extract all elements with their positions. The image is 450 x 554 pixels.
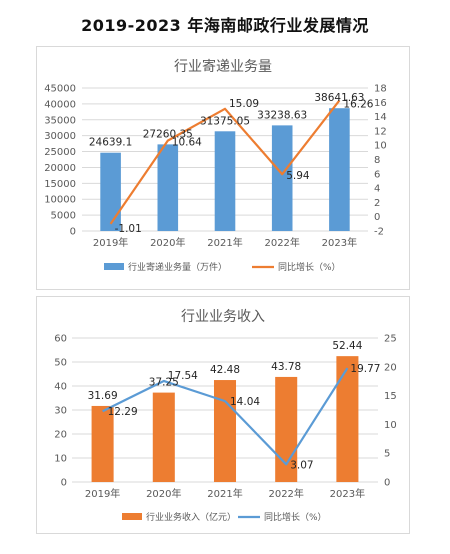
chart2-line-label: 14.04: [230, 396, 260, 408]
chart2-y-right-tick: 25: [384, 334, 397, 345]
chart1-x-tick: 2022年: [264, 236, 299, 249]
chart2-bar-label: 42.48: [210, 364, 240, 376]
chart1-line-label: 15.09: [229, 98, 259, 110]
chart2-title: 行业业务收入: [181, 309, 265, 325]
chart1-y-left-tick: 20000: [44, 163, 76, 174]
chart1-x-tick: 2021年: [207, 236, 242, 249]
chart1-x-tick: 2020年: [150, 236, 185, 249]
chart1-y-right-tick: 8: [374, 155, 380, 166]
chart1-y-right-tick: 18: [374, 84, 387, 95]
chart2-bar: [91, 405, 114, 482]
chart2-line-label: 12.29: [108, 406, 138, 418]
chart2-series-line: [102, 367, 349, 466]
chart2-legend-line-label: 同比增长（%）: [264, 511, 327, 523]
chart2-y-right-tick: 20: [384, 362, 397, 373]
chart1-series-line: [109, 99, 341, 225]
chart1-y-right-tick: 2: [374, 198, 380, 209]
chart2-y-left-tick: 60: [54, 334, 67, 345]
chart1-bar-label: 38641.63: [314, 92, 364, 104]
chart1-y-right-tick: 6: [374, 169, 380, 180]
chart2-bar: [336, 356, 359, 482]
chart1-y-left-tick: 0: [70, 227, 76, 238]
chart1-bar: [157, 144, 179, 231]
chart2-legend-bar-swatch: [122, 513, 142, 520]
chart1-bar-label: 24639.1: [89, 137, 132, 149]
chart1-y-left-tick: 40000: [44, 99, 76, 110]
chart2-y-right-tick: 10: [384, 420, 397, 431]
chart1-bar: [214, 131, 236, 231]
chart1-y-left-tick: 45000: [44, 84, 76, 95]
chart2-y-left-tick: 20: [54, 430, 67, 441]
chart1-y-left-tick: 30000: [44, 131, 76, 142]
chart1-line-label: 10.64: [172, 137, 202, 149]
chart1-legend-line-label: 同比增长（%）: [278, 261, 341, 273]
chart1-y-left-tick: 10000: [44, 195, 76, 206]
chart1-y-right-tick: -2: [374, 227, 384, 238]
chart-business-revenue: 行业业务收入 0 10 20 30 40 50 60 0 5 10 15 20 25 2019年 2020年 2…: [36, 296, 410, 534]
chart1-y-right-tick: 0: [374, 212, 380, 223]
chart2-bar-label: 31.69: [88, 390, 118, 402]
chart2-bar-label: 37.25: [149, 377, 179, 389]
chart1-line-label: 5.94: [286, 170, 310, 182]
chart1-y-right-tick: 4: [374, 184, 380, 195]
chart2-line-label: 3.07: [290, 459, 313, 471]
chart1-y-left-tick: 35000: [44, 115, 76, 126]
chart1-y-left-tick: 15000: [44, 179, 76, 190]
chart2-line-label: 17.54: [168, 370, 198, 382]
chart-delivery-volume: 行业寄递业务量 0 5000 10000 15000 20000 25000 30000 350…: [36, 46, 410, 290]
chart2-y-left-tick: 10: [54, 454, 67, 465]
chart2-bar-label: 43.78: [271, 361, 301, 373]
chart1-title: 行业寄递业务量: [174, 58, 272, 75]
chart1-x-tick: 2019年: [93, 236, 128, 249]
chart2-y-left-tick: 30: [54, 406, 67, 417]
chart2-y-left-tick: 0: [61, 478, 67, 489]
chart2-x-tick: 2022年: [268, 487, 303, 500]
chart2-y-left-tick: 50: [54, 358, 67, 369]
chart1-line-label: -1.01: [115, 223, 142, 235]
chart1-legend-bar-swatch: [104, 263, 124, 270]
chart2-y-right-tick: 5: [384, 449, 390, 460]
chart2-y-left-tick: 40: [54, 382, 67, 393]
chart2-legend-bar-label: 行业业务收入（亿元）: [146, 511, 236, 523]
chart1-bar-label: 33238.63: [257, 109, 307, 121]
chart1-y-left-tick: 5000: [51, 211, 76, 222]
chart1-y-right-tick: 12: [374, 126, 387, 137]
chart2-x-tick: 2020年: [146, 487, 181, 500]
chart1-bar-label: 31375.05: [200, 115, 250, 127]
chart1-legend-bar-label: 行业寄递业务量（万件）: [128, 261, 227, 273]
chart2-line-label: 19.77: [350, 363, 380, 375]
chart2-y-right-tick: 0: [384, 478, 390, 489]
chart1-bar: [329, 108, 350, 231]
chart1-line-label: 16.26: [343, 98, 373, 110]
chart2-bar-label: 52.44: [332, 340, 362, 352]
page-title: 2019-2023 年海南邮政行业发展情况: [81, 16, 369, 35]
chart2-x-tick: 2019年: [85, 487, 120, 500]
chart1-y-right-tick: 16: [374, 98, 387, 109]
chart2-x-tick: 2023年: [330, 487, 365, 500]
chart1-bar: [100, 152, 121, 231]
chart1-y-right-tick: 14: [374, 112, 387, 123]
chart2-y-right-tick: 15: [384, 391, 397, 402]
chart2-x-tick: 2021年: [207, 487, 242, 500]
chart2-bar: [152, 392, 175, 482]
chart1-y-left-tick: 25000: [44, 147, 76, 158]
chart1-x-tick: 2023年: [322, 236, 357, 249]
chart1-bar-label: 27260.35: [143, 128, 193, 140]
chart1-bar: [271, 125, 293, 231]
chart1-y-right-tick: 10: [374, 141, 387, 152]
